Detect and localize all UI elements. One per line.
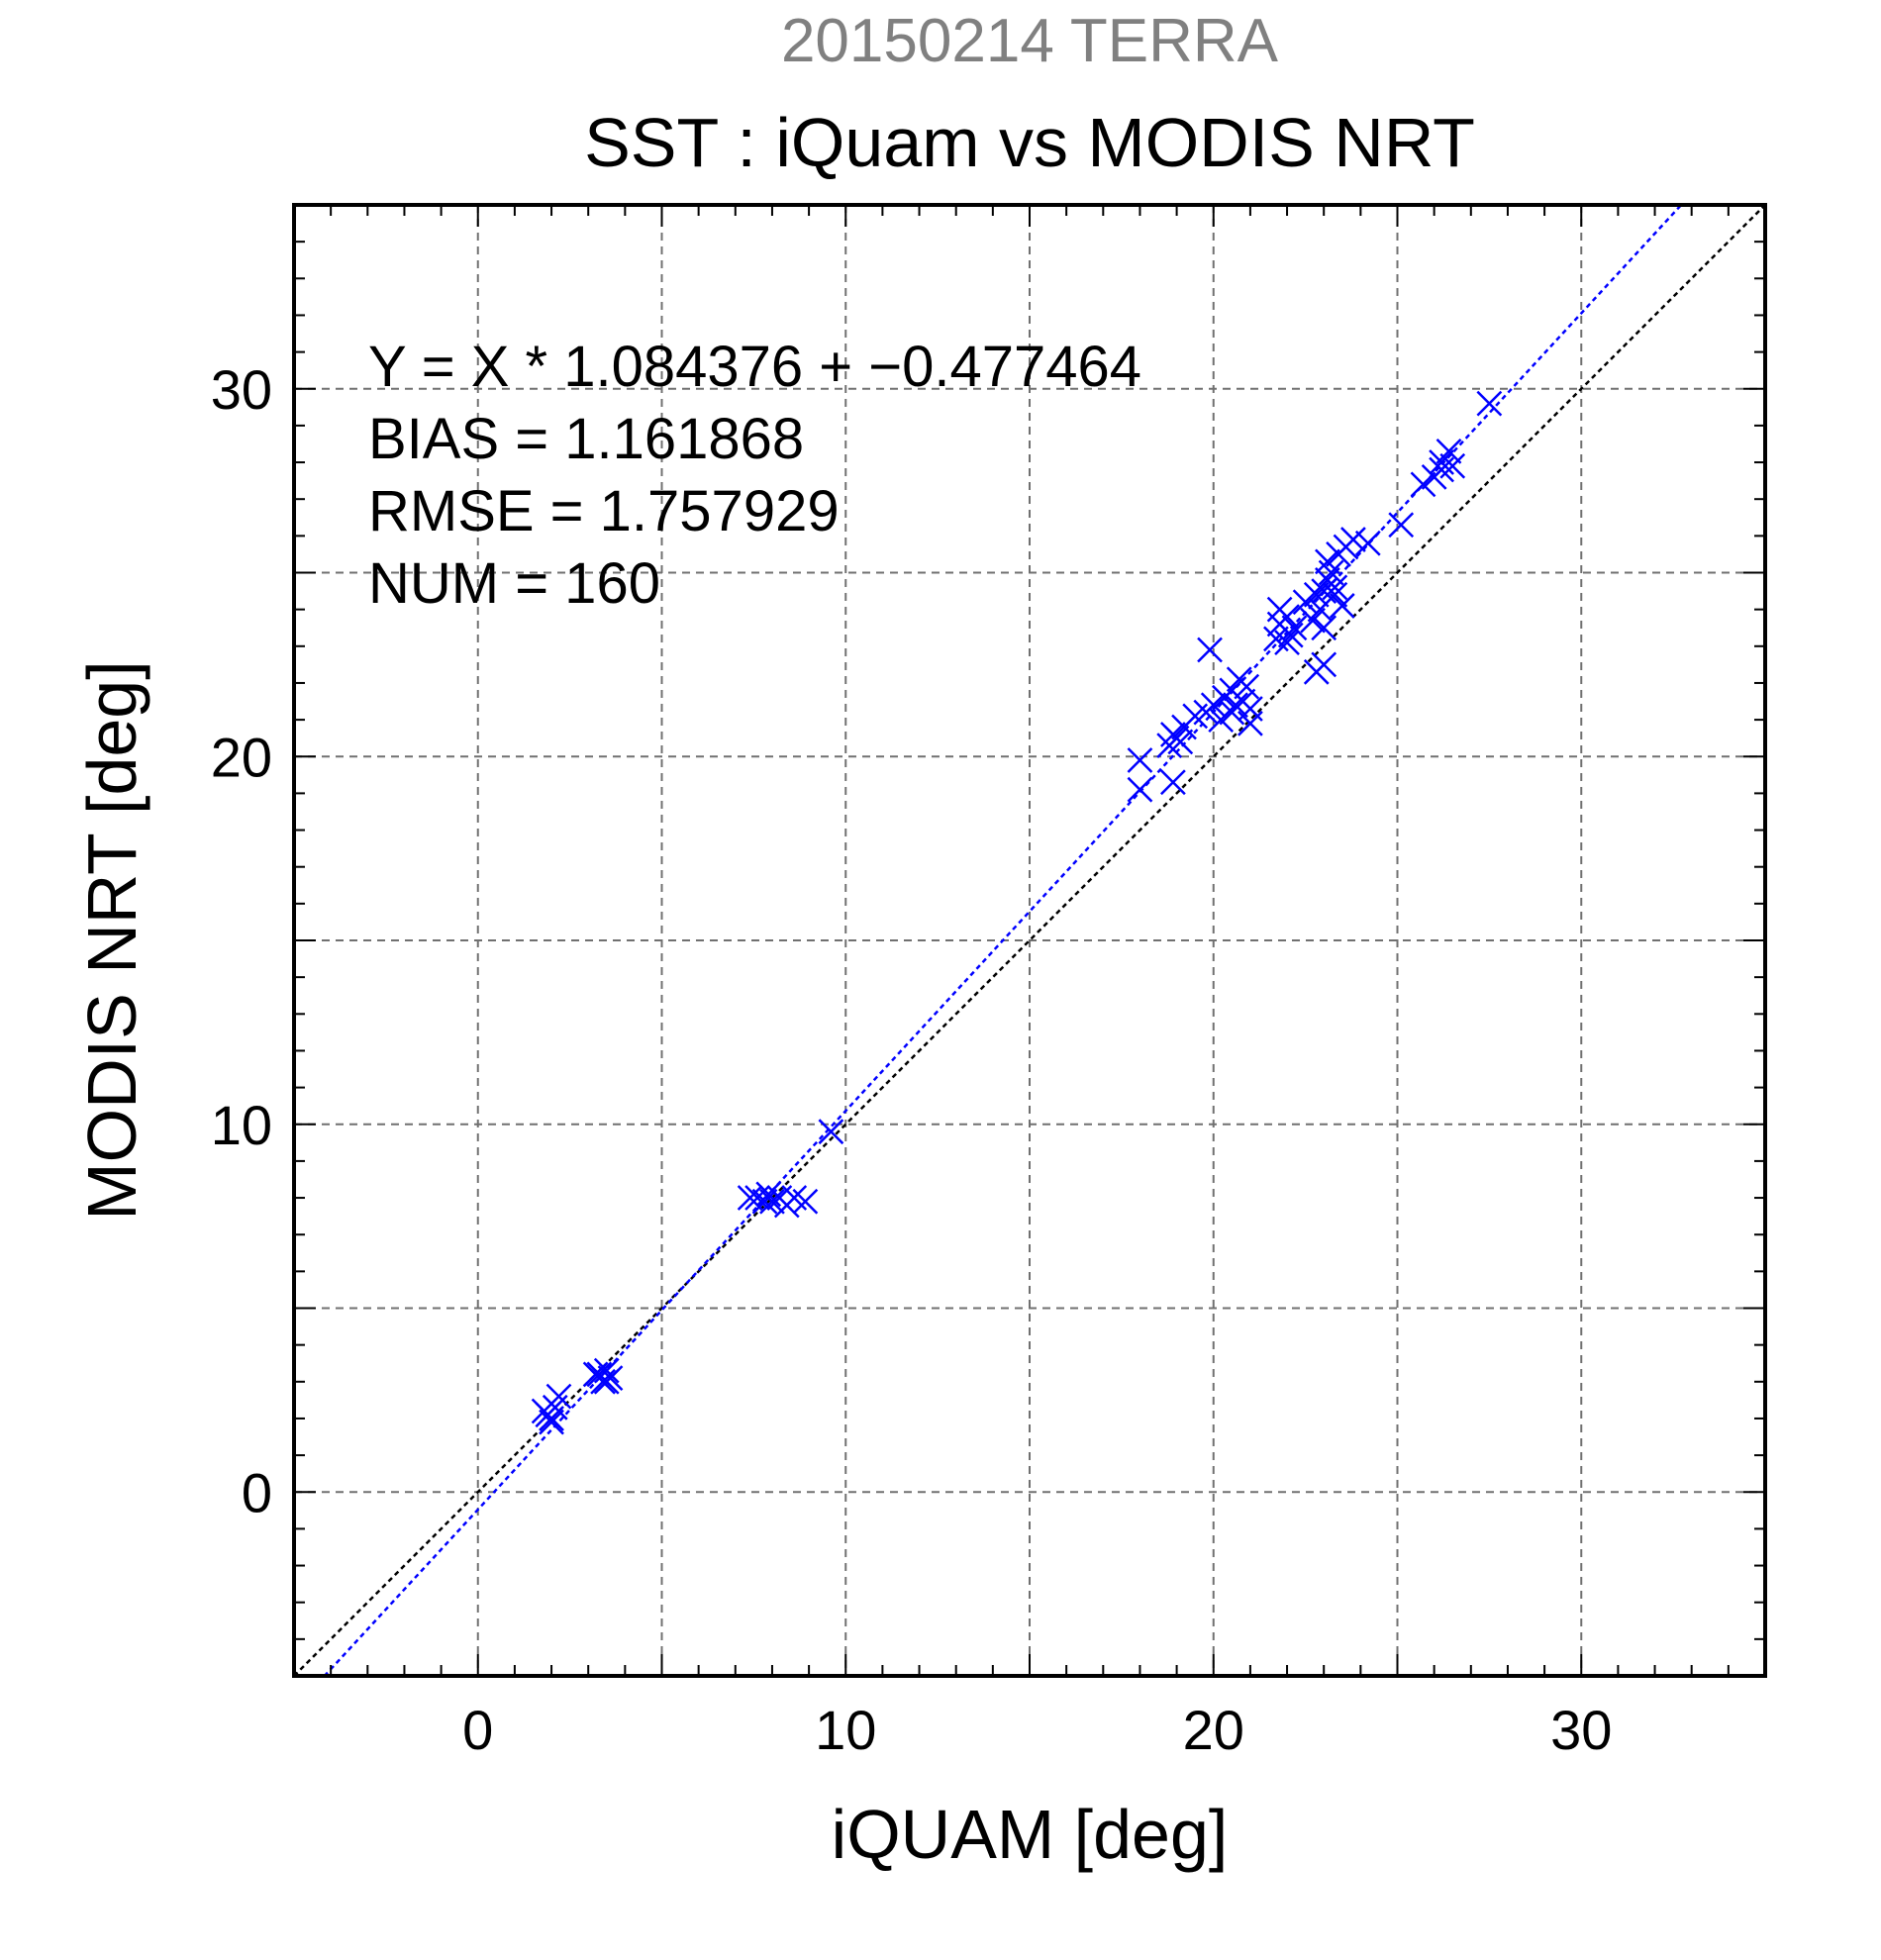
data-point: [539, 1409, 564, 1435]
data-point: [1329, 593, 1355, 619]
y-tick-label: 30: [211, 358, 272, 421]
data-point: [1127, 747, 1153, 773]
gridlines: [294, 205, 1765, 1676]
data-point: [1429, 456, 1454, 483]
data-point: [1160, 722, 1186, 747]
data-point: [1322, 574, 1348, 601]
stats-annotation: Y = X * 1.084376 + −0.477464 BIAS = 1.161…: [368, 335, 1141, 616]
y-tick-label: 10: [211, 1094, 272, 1156]
data-point: [792, 1188, 819, 1215]
y-tick-label: 0: [242, 1461, 272, 1523]
data-point: [1311, 615, 1337, 641]
x-tick-label: 0: [462, 1699, 493, 1761]
x-axis-label: iQUAM [deg]: [832, 1796, 1229, 1873]
data-point: [1238, 696, 1263, 722]
data-point: [1410, 471, 1436, 498]
data-point: [1354, 530, 1381, 556]
data-point: [1476, 390, 1503, 417]
data-point: [755, 1181, 782, 1208]
y-tick-label: 20: [211, 726, 272, 788]
stats-line: BIAS = 1.161868: [368, 407, 804, 471]
data-point: [1277, 622, 1304, 648]
data-point: [1303, 581, 1330, 608]
data-point: [1292, 589, 1319, 616]
data-point: [1388, 512, 1415, 539]
data-point: [1340, 527, 1366, 552]
stats-line: NUM = 160: [368, 551, 660, 616]
data-point: [1281, 615, 1308, 641]
data-point: [1223, 692, 1248, 719]
data-point: [531, 1398, 557, 1424]
stats-line: Y = X * 1.084376 + −0.477464: [368, 335, 1141, 399]
plot-frame: [292, 203, 1767, 1678]
tick-labels: 0 10 20 30 0 10 20 30: [211, 358, 1613, 1761]
data-point: [1197, 637, 1223, 663]
data-points: [531, 390, 1503, 1435]
chart-subtitle: 20150214 TERRA: [781, 7, 1279, 75]
x-tick-label: 10: [815, 1699, 876, 1761]
data-point: [1127, 776, 1153, 803]
x-tick-label: 20: [1183, 1699, 1244, 1761]
data-point: [1274, 630, 1300, 655]
data-point: [1238, 710, 1263, 736]
data-point: [593, 1368, 620, 1395]
stats-line: RMSE = 1.757929: [368, 479, 840, 543]
data-point: [1160, 769, 1186, 796]
data-point: [1300, 607, 1326, 634]
data-point: [593, 1357, 620, 1384]
data-point: [759, 1188, 785, 1215]
data-point: [1436, 439, 1462, 464]
data-point: [1219, 699, 1245, 726]
y-axis-label: MODIS NRT [deg]: [73, 660, 150, 1220]
data-point: [1200, 692, 1227, 719]
data-point: [1318, 559, 1344, 586]
x-tick-label: 30: [1550, 1699, 1612, 1761]
data-point: [1322, 581, 1348, 608]
chart-title: SST : iQuam vs MODIS NRT: [584, 104, 1475, 181]
data-point: [1266, 596, 1293, 623]
data-point: [818, 1119, 844, 1145]
data-point: [1234, 673, 1260, 700]
data-point: [751, 1188, 778, 1215]
data-point: [1311, 651, 1337, 678]
